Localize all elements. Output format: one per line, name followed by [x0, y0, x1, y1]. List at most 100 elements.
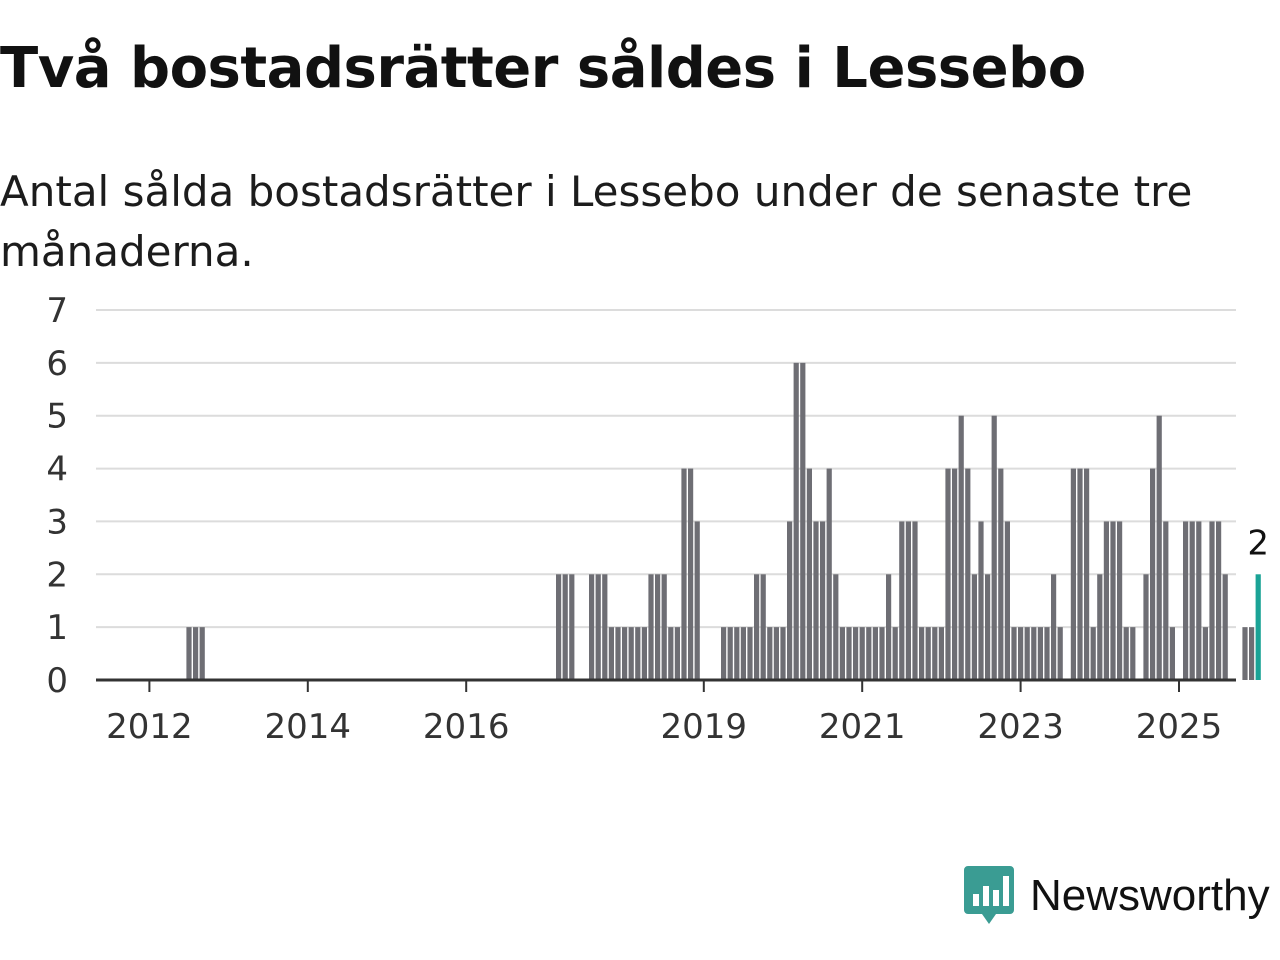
chart-title: Två bostadsrätter såldes i Lessebo — [0, 36, 1086, 101]
bar — [1196, 521, 1202, 680]
bar — [1216, 521, 1222, 680]
bar — [740, 627, 746, 680]
bar — [780, 627, 786, 680]
bar — [1130, 627, 1136, 680]
bar-chart: 0 1 2 3 4 5 6 7 2012 2014 2016 2019 2021 2023 2025 2 — [46, 291, 1269, 747]
y-tick-label: 4 — [46, 450, 68, 490]
bar — [747, 627, 753, 680]
bar — [965, 468, 971, 680]
bar — [1249, 627, 1255, 680]
bar — [1011, 627, 1017, 680]
y-tick-label: 3 — [46, 502, 68, 542]
bar — [655, 574, 661, 680]
bar — [186, 627, 192, 680]
bar — [1150, 468, 1156, 680]
x-tick-label: 2021 — [819, 707, 906, 747]
bar — [872, 627, 878, 680]
bar — [1242, 627, 1248, 680]
bars — [186, 362, 1261, 680]
x-tick-label: 2016 — [423, 707, 510, 747]
bar — [1255, 574, 1261, 680]
bar — [1209, 521, 1215, 680]
bar — [1044, 627, 1050, 680]
data-labels: 2 — [1247, 523, 1269, 563]
bar — [945, 468, 951, 680]
bar — [595, 574, 601, 680]
bar — [892, 627, 898, 680]
bar — [985, 574, 991, 680]
bar — [608, 627, 614, 680]
bar — [1057, 627, 1063, 680]
bar — [971, 574, 977, 680]
bar — [1051, 574, 1057, 680]
bar — [787, 521, 793, 680]
bar — [1117, 521, 1123, 680]
newsworthy-logo-icon — [964, 866, 1014, 924]
bar — [668, 627, 674, 680]
bar — [681, 468, 687, 680]
bar — [754, 574, 760, 680]
bar — [1110, 521, 1116, 680]
bar — [826, 468, 832, 680]
bar — [589, 574, 595, 680]
bar — [833, 574, 839, 680]
brand-name: Newsworthy — [1030, 871, 1270, 920]
bar — [866, 627, 872, 680]
y-tick-label: 5 — [46, 397, 68, 437]
bar — [767, 627, 773, 680]
bar — [1070, 468, 1076, 680]
bar — [628, 627, 634, 680]
bar — [622, 627, 628, 680]
y-tick-label: 2 — [46, 555, 68, 595]
bar — [1004, 521, 1010, 680]
bar — [1169, 627, 1175, 680]
bar — [1156, 415, 1162, 680]
bar — [1031, 627, 1037, 680]
bar — [820, 521, 826, 680]
bar — [839, 627, 845, 680]
x-tick-label: 2019 — [661, 707, 748, 747]
bar — [193, 627, 199, 680]
bar — [556, 574, 562, 680]
bar — [1183, 521, 1189, 680]
bar — [938, 627, 944, 680]
bar — [1163, 521, 1169, 680]
bar — [978, 521, 984, 680]
bar — [760, 574, 766, 680]
bar — [648, 574, 654, 680]
bar — [853, 627, 859, 680]
bar — [806, 468, 812, 680]
bar — [1037, 627, 1043, 680]
y-tick-label: 1 — [46, 608, 68, 648]
bar — [905, 521, 911, 680]
bar — [721, 627, 727, 680]
grid-lines — [96, 309, 1236, 629]
last-value-label: 2 — [1247, 523, 1269, 563]
bar — [635, 627, 641, 680]
bar — [1077, 468, 1083, 680]
bar — [641, 627, 647, 680]
bar — [958, 415, 964, 680]
bar — [879, 627, 885, 680]
x-tick-label: 2014 — [265, 707, 352, 747]
bar — [674, 627, 680, 680]
bar — [1018, 627, 1024, 680]
bar — [800, 362, 806, 680]
y-tick-label: 6 — [46, 344, 68, 384]
x-tick-label: 2012 — [106, 707, 193, 747]
y-tick-label: 0 — [46, 661, 68, 701]
bar — [912, 521, 918, 680]
bar — [1123, 627, 1129, 680]
bar — [886, 574, 892, 680]
bar — [569, 574, 575, 680]
bar — [734, 627, 740, 680]
bar — [688, 468, 694, 680]
bar — [932, 627, 938, 680]
bar — [998, 468, 1004, 680]
bar — [1090, 627, 1096, 680]
bar — [1103, 521, 1109, 680]
chart-subtitle: Antal sålda bostadsrätter i Lessebo unde… — [0, 167, 1193, 276]
bar — [1143, 574, 1149, 680]
bar — [846, 627, 852, 680]
bar — [859, 627, 865, 680]
